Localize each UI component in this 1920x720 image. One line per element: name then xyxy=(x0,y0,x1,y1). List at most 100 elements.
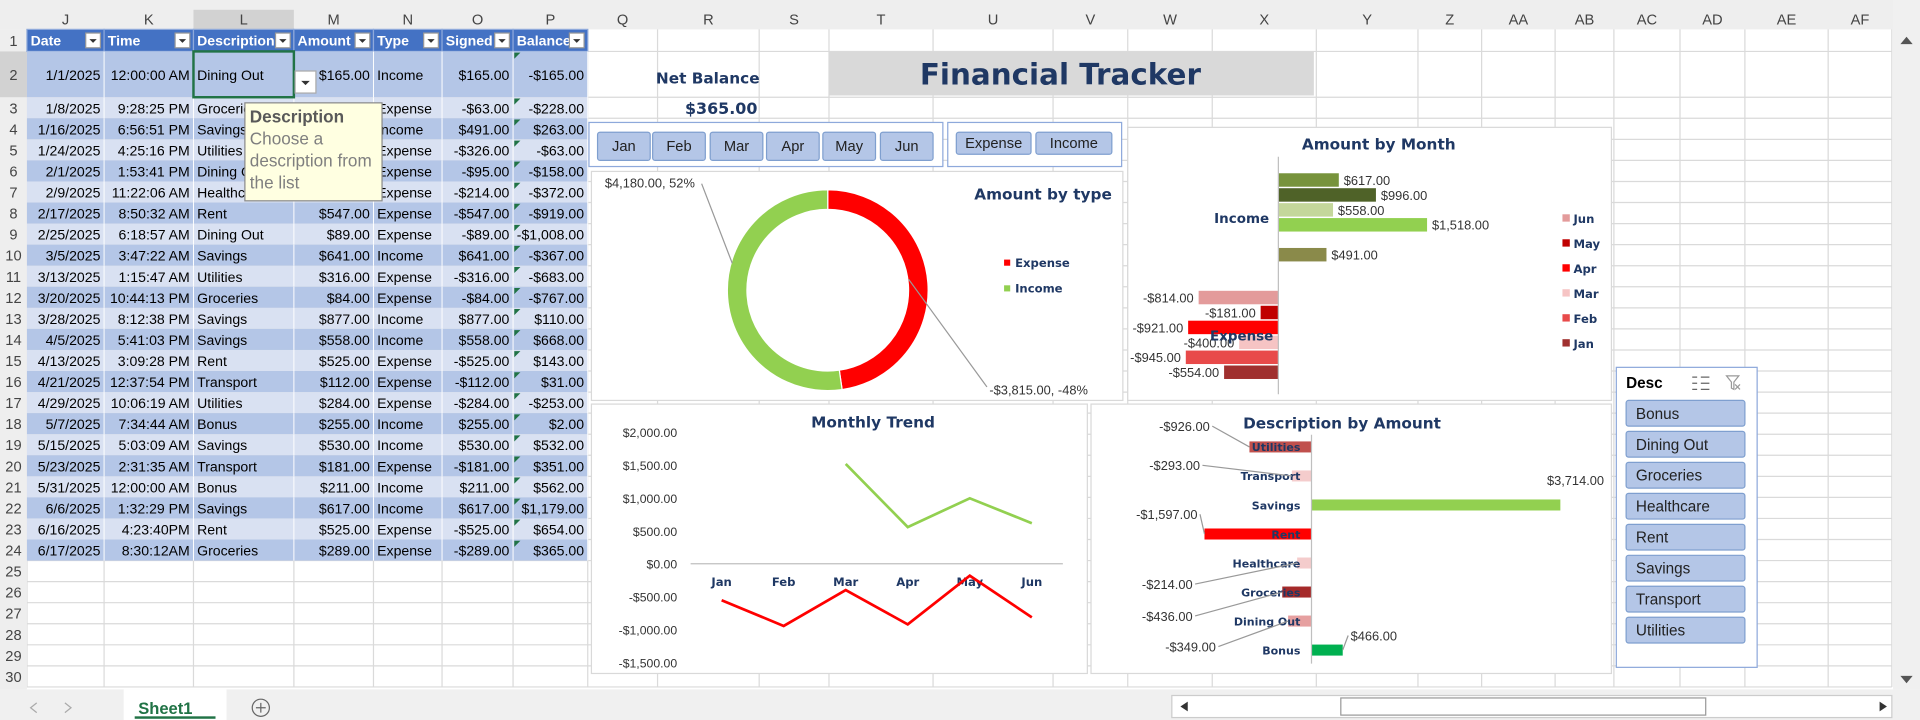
error-indicator xyxy=(514,477,521,484)
y-tick-label: -$1,000.00 xyxy=(619,623,678,637)
multiselect-icon[interactable] xyxy=(1692,376,1710,390)
table-cell: $558.00 xyxy=(458,332,509,348)
table-cell: 4:25:16 PM xyxy=(118,142,190,158)
table-row-band xyxy=(26,202,588,224)
leader-line xyxy=(1342,635,1349,651)
slicer-button[interactable] xyxy=(822,131,877,162)
sheet-tab[interactable] xyxy=(123,689,227,720)
scroll-down-arrow[interactable] xyxy=(1900,675,1913,684)
slicer-item[interactable]: Apr xyxy=(781,139,804,155)
tooltip-text: Choose a description from the list xyxy=(249,128,372,193)
slicer-button[interactable] xyxy=(652,131,706,162)
scroll-thumb[interactable] xyxy=(1340,697,1707,716)
column-header: AE xyxy=(1777,12,1797,28)
table-cell: Utilities xyxy=(197,395,242,411)
error-indicator xyxy=(514,393,521,400)
slicer-button[interactable] xyxy=(879,131,934,162)
slicer-item[interactable]: Jun xyxy=(895,139,919,155)
table-cell: Income xyxy=(377,416,423,432)
slicer-item[interactable]: Expense xyxy=(965,136,1022,152)
slicer-item[interactable]: May xyxy=(835,139,863,155)
column-header: Z xyxy=(1445,12,1454,28)
slicer-button[interactable] xyxy=(1625,616,1746,644)
slicer-item[interactable]: Jan xyxy=(612,139,636,155)
table-cell: $31.00 xyxy=(541,374,584,390)
table-cell: -$683.00 xyxy=(529,269,585,285)
table-cell: Income xyxy=(377,500,423,516)
scroll-right-arrow[interactable] xyxy=(1879,701,1887,712)
data-label: $996.00 xyxy=(1381,188,1427,203)
table-cell: $351.00 xyxy=(533,458,584,474)
slicer-item[interactable]: Savings xyxy=(1636,561,1691,578)
table-cell: $668.00 xyxy=(533,332,584,348)
slicer-item[interactable]: Rent xyxy=(1636,530,1669,547)
slicer-item[interactable]: Mar xyxy=(724,139,749,155)
clear-filter-icon[interactable] xyxy=(1725,375,1741,391)
leader-line xyxy=(1202,464,1292,477)
slicer-button[interactable] xyxy=(1625,492,1746,520)
bar xyxy=(1311,499,1561,511)
x-tick-label: Jan xyxy=(710,575,731,589)
slicer-item[interactable]: Groceries xyxy=(1636,468,1703,485)
bar xyxy=(1239,335,1279,350)
table-cell: 1:15:47 AM xyxy=(119,269,190,285)
slicer-button[interactable] xyxy=(1625,554,1746,582)
table-cell: $165.00 xyxy=(458,67,509,83)
bar xyxy=(1288,615,1312,627)
table-header: Description xyxy=(197,32,274,48)
slicer-button[interactable] xyxy=(1625,430,1746,458)
table-cell: -$63.00 xyxy=(462,100,510,116)
scroll-left-arrow[interactable] xyxy=(1180,701,1188,712)
table-header: Balance xyxy=(517,32,571,48)
scroll-up-arrow[interactable] xyxy=(1900,36,1913,45)
slicer-item[interactable]: Healthcare xyxy=(1636,499,1710,516)
tab-next[interactable] xyxy=(64,702,73,714)
table-cell: Expense xyxy=(377,353,432,369)
table-cell: Dining Out xyxy=(197,67,264,83)
slicer-button[interactable] xyxy=(1625,523,1746,551)
slicer-button[interactable] xyxy=(1035,131,1113,155)
active-cell xyxy=(192,50,296,99)
legend-label: May xyxy=(1573,237,1600,251)
slicer-button[interactable] xyxy=(955,131,1032,155)
slicer-item[interactable]: Utilities xyxy=(1636,623,1686,640)
table-cell: -$767.00 xyxy=(529,290,585,306)
table-cell: -$547.00 xyxy=(454,206,510,222)
table-row-band xyxy=(26,244,588,266)
slicer-button[interactable] xyxy=(765,131,820,162)
row-header: 24 xyxy=(5,544,21,560)
table-cell: $530.00 xyxy=(458,437,509,453)
tab-prev[interactable] xyxy=(29,702,38,714)
vertical-scrollbar[interactable] xyxy=(1893,0,1920,690)
slicer-item[interactable]: Income xyxy=(1050,136,1098,152)
row-header: 22 xyxy=(5,501,21,517)
leader-line xyxy=(1199,514,1206,535)
slicer-item[interactable]: Dining Out xyxy=(1636,437,1709,454)
add-sheet[interactable] xyxy=(251,698,270,717)
table-cell: Expense xyxy=(377,543,432,559)
slicer-button[interactable] xyxy=(596,131,651,162)
sheet-tab-label[interactable]: Sheet1 xyxy=(138,699,192,718)
column-header: AB xyxy=(1575,12,1595,28)
table-cell: 1:32:29 PM xyxy=(118,500,190,516)
bar xyxy=(1278,203,1334,217)
slicer-button[interactable] xyxy=(1625,461,1746,489)
slicer-button[interactable] xyxy=(709,131,764,162)
row-header: 25 xyxy=(5,565,21,581)
slicer-item[interactable]: Feb xyxy=(666,139,691,155)
table-header: Date xyxy=(31,32,62,48)
slicer-button[interactable] xyxy=(1625,399,1746,427)
table-header: Amount xyxy=(298,32,351,48)
x-tick-label: Apr xyxy=(896,575,919,589)
slicer-item[interactable]: Transport xyxy=(1636,592,1702,609)
row-header: 13 xyxy=(5,312,21,328)
column-header: K xyxy=(144,12,154,28)
slicer-button[interactable] xyxy=(1625,585,1746,613)
row-header: 18 xyxy=(5,417,21,433)
category-label: Savings xyxy=(1252,499,1301,512)
slicer-item[interactable]: Bonus xyxy=(1636,406,1680,423)
row-header: 14 xyxy=(5,333,21,349)
table-cell: $255.00 xyxy=(458,416,509,432)
column-header: L xyxy=(240,12,248,28)
table-cell: Expense xyxy=(377,142,432,158)
